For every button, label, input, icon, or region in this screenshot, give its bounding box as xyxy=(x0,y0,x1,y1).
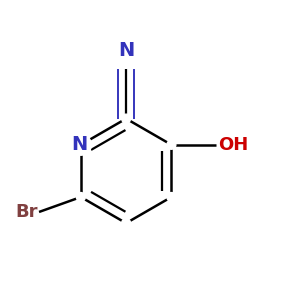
Circle shape xyxy=(76,193,85,202)
Circle shape xyxy=(122,114,130,123)
Text: OH: OH xyxy=(218,136,248,154)
Circle shape xyxy=(70,134,91,155)
Text: Br: Br xyxy=(15,203,38,221)
Circle shape xyxy=(167,193,176,202)
Text: N: N xyxy=(71,135,88,154)
Circle shape xyxy=(167,140,176,149)
Text: N: N xyxy=(118,41,134,60)
Circle shape xyxy=(122,219,130,228)
